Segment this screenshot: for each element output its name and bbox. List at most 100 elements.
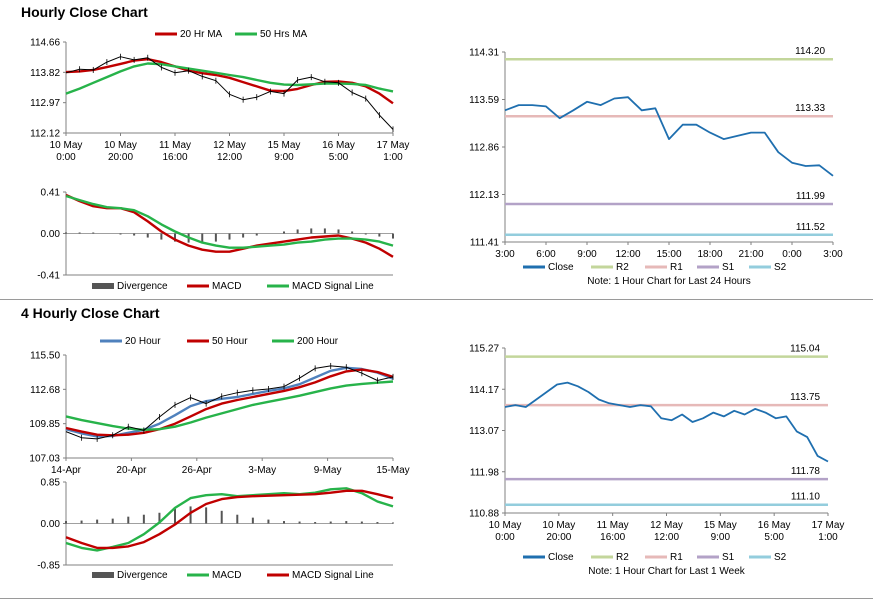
four-hourly-macd-series-macd-signal-line — [65, 489, 394, 550]
bottom-divider — [0, 598, 873, 599]
hourly-macd-series-macd-signal-line — [65, 194, 394, 249]
section-divider — [0, 299, 873, 300]
four-hourly-price-x-tick-label: 14-Apr — [51, 465, 82, 476]
four-hourly-price-legend-label-20-hour: 20 Hour — [125, 336, 161, 347]
four-hourly-week-x-tick-label: 10 May — [542, 520, 575, 531]
hourly-24h-legend-label-r2: R2 — [616, 262, 629, 273]
hourly-24h-y-tick-label: 112.13 — [469, 190, 499, 201]
hourly-price-x-tick-label: 9:00 — [274, 152, 294, 163]
hourly-price-x-tick-label: 12:00 — [217, 152, 242, 163]
four-hourly-week-x-tick-label: 11 May — [597, 520, 629, 531]
four-hourly-week-x-tick-label: 10 May — [489, 520, 522, 531]
hourly-price-y-tick-label: 113.82 — [30, 68, 60, 79]
hourly-price-x-tick-label: 11 May — [159, 140, 191, 151]
hourly-24h-x-tick-label: 12:00 — [615, 249, 640, 260]
four-hourly-week-x-tick-label: 15 May — [704, 520, 737, 531]
four-hourly-week-y-tick-label: 110.88 — [469, 509, 499, 520]
four-hourly-macd-y-tick-label: 0.85 — [41, 478, 61, 489]
hourly-24h-y-tick-label: 114.31 — [469, 48, 499, 59]
four-hourly-week-level-label-r2: 115.04 — [790, 344, 820, 355]
four-hourly-week-x-tick-label: 9:00 — [711, 532, 731, 543]
hourly-price-y-tick-label: 114.66 — [30, 38, 60, 49]
hourly-24h-legend-label-s2: S2 — [774, 262, 787, 273]
hourly-24h-legend-label-s1: S1 — [722, 262, 735, 273]
four-hourly-price-x-tick-label: 26-Apr — [182, 465, 213, 476]
hourly-24h-y-tick-label: 112.86 — [469, 143, 499, 154]
hourly-macd-legend-label-macd: MACD — [212, 281, 241, 292]
four-hourly-week-x-tick-label: 17 May — [812, 520, 845, 531]
hourly-24h-x-tick-label: 15:00 — [656, 249, 681, 260]
four-hourly-price-y-tick-label: 107.03 — [29, 454, 60, 465]
four-hourly-macd-legend-label-macd-signal-line: MACD Signal Line — [292, 570, 374, 581]
hourly-price-x-tick-label: 15 May — [268, 140, 301, 151]
four-hourly-week-level-label-s1: 111.78 — [791, 466, 821, 477]
four-hourly-week-x-tick-label: 12 May — [650, 520, 683, 531]
four-hourly-week-level-label-r1: 113.75 — [790, 392, 820, 403]
hourly-macd-legend-label-divergence: Divergence — [117, 281, 168, 292]
four-hourly-price-y-tick-label: 112.68 — [30, 385, 60, 396]
hourly-24h-note: Note: 1 Hour Chart for Last 24 Hours — [587, 276, 750, 287]
hourly-price-x-tick-label: 16 May — [322, 140, 355, 151]
four-hourly-price-series-200-hour — [65, 380, 394, 431]
four-hourly-week-y-tick-label: 111.98 — [470, 467, 500, 478]
hourly-macd-y-tick-label: 0.00 — [41, 229, 61, 240]
hourly-24h-x-tick-label: 3:00 — [495, 249, 515, 260]
hourly-24h-x-tick-label: 6:00 — [536, 249, 556, 260]
four-hourly-week-x-tick-label: 1:00 — [818, 532, 838, 543]
hourly-24h-y-tick-label: 113.59 — [469, 95, 499, 106]
four-hourly-section-title: 4 Hourly Close Chart — [21, 305, 160, 321]
hourly-price-x-tick-label: 17 May — [377, 140, 410, 151]
four-hourly-macd-series-macd — [65, 487, 394, 552]
four-hourly-week-x-tick-label: 20:00 — [546, 532, 571, 543]
four-hourly-macd-y-tick-label: -0.85 — [37, 561, 60, 572]
four-hourly-week-legend-label-s1: S1 — [722, 552, 735, 563]
four-hourly-week-x-tick-label: 16:00 — [600, 532, 625, 543]
hourly-24h-legend-label-r1: R1 — [670, 262, 683, 273]
four-hourly-week-y-tick-label: 113.07 — [469, 426, 499, 437]
hourly-price-y-tick-label: 112.12 — [30, 129, 60, 140]
hourly-24h-x-tick-label: 0:00 — [782, 249, 802, 260]
four-hourly-macd-legend-label-macd: MACD — [212, 570, 241, 581]
four-hourly-price-legend-label-200-hour: 200 Hour — [297, 336, 339, 347]
four-hourly-price-x-tick-label: 3-May — [248, 465, 276, 476]
hourly-price-y-tick-label: 112.97 — [30, 98, 60, 109]
four-hourly-price-y-tick-label: 109.85 — [29, 419, 60, 430]
hourly-price-x-tick-label: 16:00 — [162, 152, 187, 163]
hourly-price-x-tick-label: 10 May — [50, 140, 83, 151]
four-hourly-week-series-close — [504, 381, 829, 463]
hourly-price-x-tick-label: 20:00 — [108, 152, 133, 163]
four-hourly-price-x-tick-label: 15-May — [376, 465, 409, 476]
four-hourly-week-x-tick-label: 0:00 — [495, 532, 515, 543]
four-hourly-week-y-tick-label: 114.17 — [469, 385, 499, 396]
hourly-price-legend-label-50-hrs-ma: 50 Hrs MA — [260, 29, 308, 40]
hourly-24h-level-label-r1: 113.33 — [795, 103, 825, 114]
hourly-24h-x-tick-label: 3:00 — [823, 249, 843, 260]
hourly-price-x-tick-label: 0:00 — [56, 152, 76, 163]
hourly-24h-y-tick-label: 111.41 — [470, 238, 500, 249]
hourly-price-x-tick-label: 10 May — [104, 140, 137, 151]
hourly-price-x-tick-label: 5:00 — [329, 152, 349, 163]
four-hourly-price-legend-label-50-hour: 50 Hour — [212, 336, 248, 347]
hourly-macd-legend-label-macd-signal-line: MACD Signal Line — [292, 281, 374, 292]
hourly-macd-legend-swatch-divergence — [92, 283, 114, 289]
four-hourly-macd-y-tick-label: 0.00 — [41, 519, 61, 530]
four-hourly-price-series-price — [65, 365, 394, 440]
four-hourly-week-legend-label-s2: S2 — [774, 552, 787, 563]
hourly-24h-series-close — [504, 96, 834, 177]
four-hourly-week-x-tick-label: 12:00 — [654, 532, 679, 543]
hourly-section-title: Hourly Close Chart — [21, 4, 148, 20]
four-hourly-week-x-tick-label: 5:00 — [764, 532, 784, 543]
hourly-24h-x-tick-label: 21:00 — [738, 249, 763, 260]
hourly-price-x-tick-label: 1:00 — [383, 152, 403, 163]
four-hourly-week-legend-label-close: Close — [548, 552, 574, 563]
hourly-24h-level-label-r2: 114.20 — [795, 46, 825, 57]
hourly-24h-legend-label-close: Close — [548, 262, 574, 273]
hourly-macd-y-tick-label: 0.41 — [41, 188, 61, 199]
hourly-macd-y-tick-label: -0.41 — [37, 271, 60, 282]
four-hourly-week-note: Note: 1 Hour Chart for Last 1 Week — [588, 566, 746, 577]
hourly-price-legend-label-20-hr-ma: 20 Hr MA — [180, 29, 223, 40]
four-hourly-week-x-tick-label: 16 May — [758, 520, 791, 531]
four-hourly-price-x-tick-label: 20-Apr — [116, 465, 147, 476]
four-hourly-macd-legend-swatch-divergence — [92, 572, 114, 578]
